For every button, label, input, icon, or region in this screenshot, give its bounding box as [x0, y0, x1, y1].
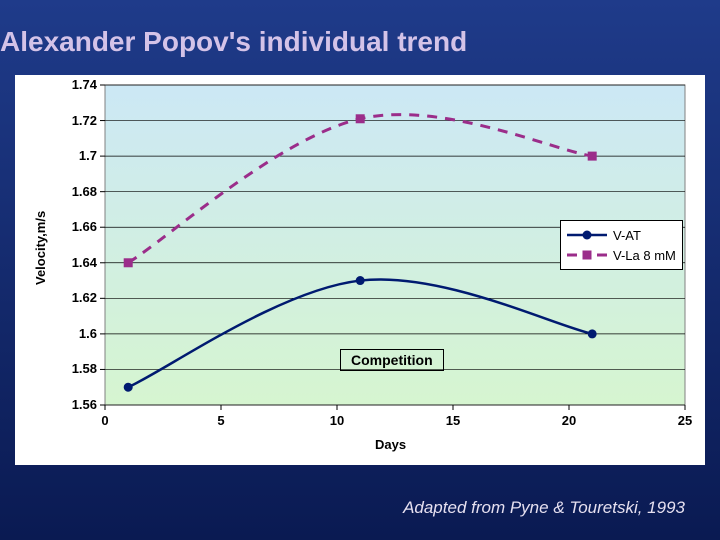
ytick-label: 1.58 — [57, 361, 97, 376]
xtick-label: 0 — [90, 413, 120, 428]
ytick-label: 1.74 — [57, 77, 97, 92]
slide: Alexander Popov's individual trend 1.561… — [0, 0, 720, 540]
xtick-label: 5 — [206, 413, 236, 428]
ytick-label: 1.64 — [57, 255, 97, 270]
legend-label: V-AT — [613, 228, 641, 243]
series-marker-square — [588, 152, 597, 161]
chart-legend: V-AT V-La 8 mM — [560, 220, 683, 270]
series-marker-circle — [124, 383, 133, 392]
legend-label: V-La 8 mM — [613, 248, 676, 263]
competition-annotation: Competition — [340, 349, 444, 371]
legend-item: V-AT — [567, 225, 676, 245]
series-marker-square — [124, 258, 133, 267]
legend-item: V-La 8 mM — [567, 245, 676, 265]
citation-text: Adapted from Pyne & Touretski, 1993 — [403, 498, 685, 518]
slide-title: Alexander Popov's individual trend — [0, 26, 467, 58]
series-marker-circle — [356, 276, 365, 285]
x-axis-label: Days — [375, 437, 406, 452]
series-marker-circle — [588, 329, 597, 338]
ytick-label: 1.6 — [57, 326, 97, 341]
xtick-label: 20 — [554, 413, 584, 428]
ytick-label: 1.62 — [57, 290, 97, 305]
ytick-label: 1.7 — [57, 148, 97, 163]
xtick-label: 15 — [438, 413, 468, 428]
velocity-chart — [15, 75, 705, 465]
ytick-label: 1.72 — [57, 113, 97, 128]
xtick-label: 10 — [322, 413, 352, 428]
y-axis-label: Velocity,m/s — [33, 211, 48, 285]
series-marker-square — [356, 114, 365, 123]
ytick-label: 1.68 — [57, 184, 97, 199]
ytick-label: 1.66 — [57, 219, 97, 234]
ytick-label: 1.56 — [57, 397, 97, 412]
chart-container: 1.56 1.58 1.6 1.62 1.64 1.66 1.68 1.7 1.72 1.74 0 5… — [15, 75, 705, 465]
legend-swatch — [567, 245, 607, 265]
xtick-label: 25 — [670, 413, 700, 428]
legend-swatch — [567, 225, 607, 245]
